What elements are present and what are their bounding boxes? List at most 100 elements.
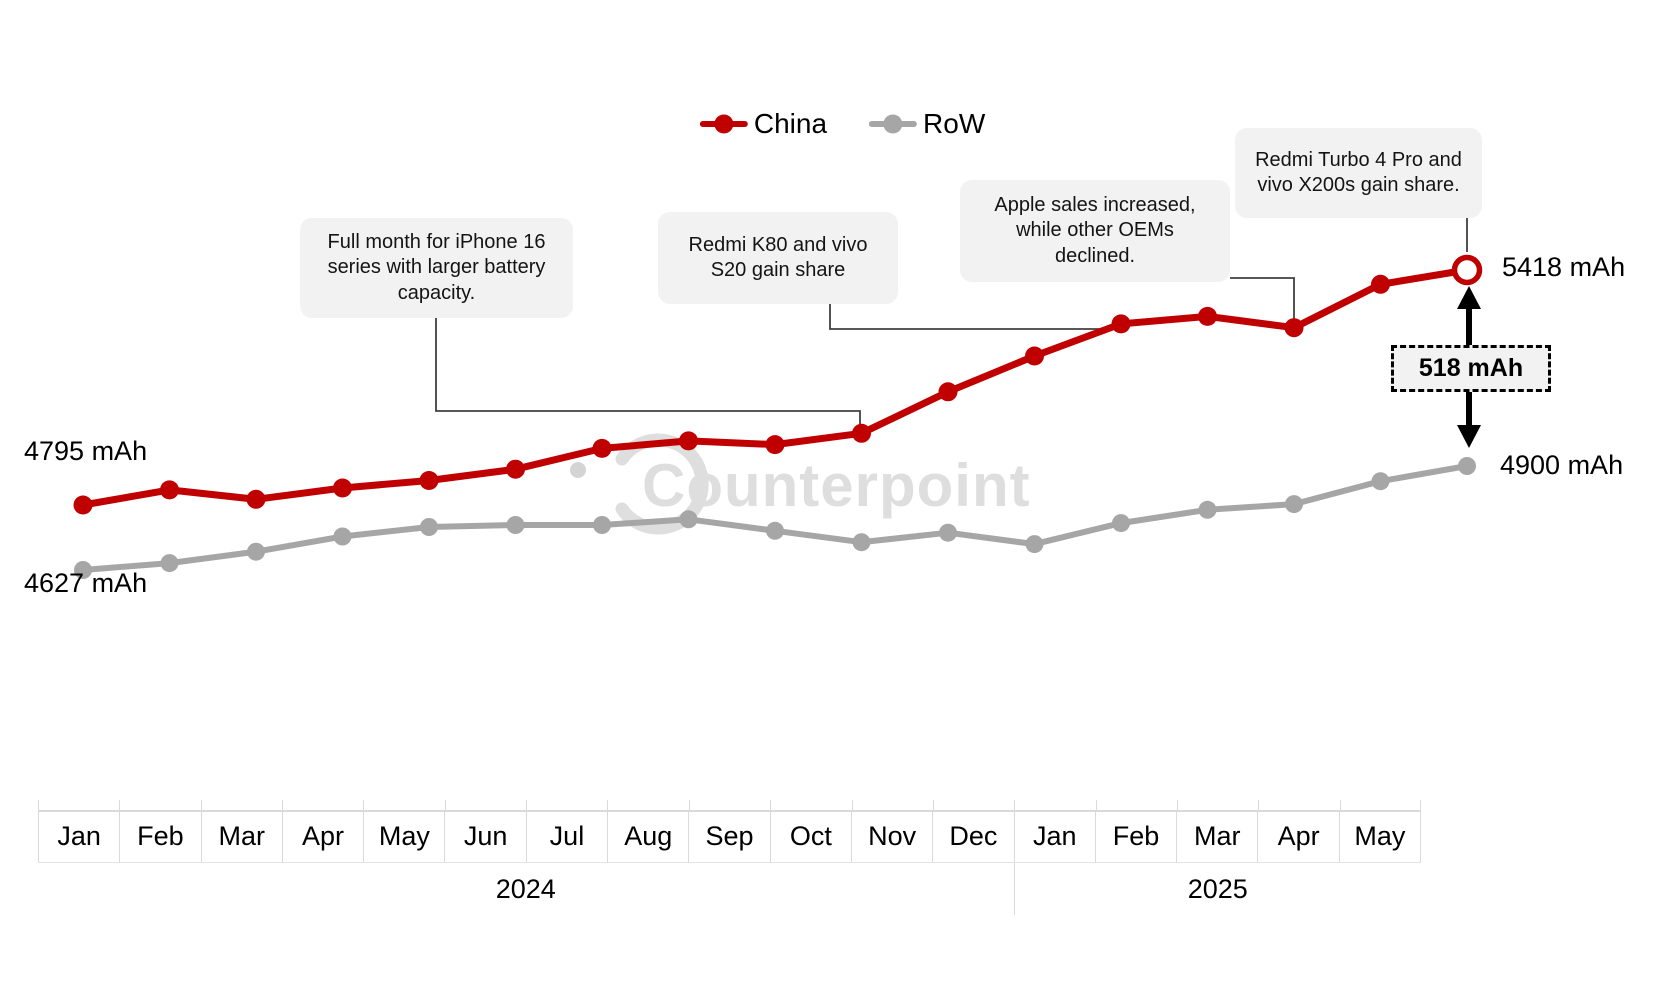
row-data-point bbox=[593, 516, 611, 534]
month-cell: Jul bbox=[527, 810, 609, 862]
counterpoint-logo-dot bbox=[570, 462, 586, 478]
month-cell: Sep bbox=[689, 810, 771, 862]
year-row: 2024 2025 bbox=[38, 863, 1421, 915]
axis-tick bbox=[1420, 800, 1421, 810]
gap-arrow-up-head bbox=[1457, 286, 1481, 309]
axis-tick bbox=[282, 800, 284, 810]
month-cell: Nov bbox=[852, 810, 934, 862]
month-cell: Jan bbox=[39, 810, 121, 862]
row-data-point bbox=[1458, 457, 1476, 475]
row-data-point bbox=[1198, 500, 1217, 519]
month-cell: May bbox=[1340, 810, 1422, 862]
axis-tick bbox=[770, 800, 772, 810]
axis-tick bbox=[1095, 800, 1097, 810]
counterpoint-watermark: Counterpoint bbox=[570, 433, 1031, 535]
china-data-point bbox=[679, 431, 698, 451]
china-data-point bbox=[73, 495, 93, 515]
year-cell: 2024 bbox=[495, 873, 556, 904]
x-axis-table: Jan Feb Mar Apr May Jun Jul Aug Sep Oct Nov Dec Jan F… bbox=[38, 800, 1422, 915]
axis-mid-border bbox=[38, 862, 1421, 863]
axis-tick bbox=[526, 800, 528, 810]
year-cell: 2025 bbox=[1013, 863, 1421, 915]
month-cell: Jun bbox=[445, 810, 527, 862]
axis-tick bbox=[200, 800, 202, 810]
month-cell: Mar bbox=[1177, 810, 1259, 862]
annotation-text-apple: Apple sales increased, while other OEMs … bbox=[994, 193, 1196, 267]
china-data-point bbox=[852, 423, 871, 443]
china-end-value-label: 5418 mAh bbox=[1502, 252, 1626, 282]
china-data-point bbox=[1371, 274, 1390, 294]
row-data-point bbox=[1285, 495, 1303, 514]
china-data-point bbox=[419, 471, 439, 490]
row-start-value-label: 4627 mAh bbox=[24, 568, 148, 598]
china-data-point bbox=[1111, 314, 1131, 334]
china-data-point bbox=[1284, 318, 1304, 338]
annotation-text-iphone: Full month for iPhone 16 series with lar… bbox=[327, 230, 546, 304]
china-data-point bbox=[1025, 346, 1044, 366]
watermark-text: Counterpoint bbox=[642, 452, 1031, 519]
row-line-marker-icon bbox=[869, 114, 918, 134]
annotation-connector-iphone bbox=[435, 318, 861, 427]
china-line-marker-icon bbox=[699, 114, 748, 134]
row-data-point bbox=[420, 518, 438, 536]
month-cell: Apr bbox=[283, 810, 365, 862]
gap-arrows bbox=[1457, 286, 1481, 448]
annotation-text-k80: Redmi K80 and vivo S20 gain share bbox=[688, 233, 868, 281]
china-data-point bbox=[160, 480, 179, 500]
row-data-point bbox=[74, 561, 92, 579]
month-cell: Feb bbox=[120, 810, 202, 862]
china-data-point bbox=[592, 438, 612, 458]
annotation-box-iphone: Full month for iPhone 16 series with lar… bbox=[300, 218, 573, 318]
annotation-text-turbo: Redmi Turbo 4 Pro and vivo X200s gain sh… bbox=[1255, 148, 1462, 196]
row-data-point bbox=[1371, 472, 1390, 491]
china-start-value-label: 4795 mAh bbox=[24, 436, 148, 466]
row-data-point bbox=[247, 542, 265, 561]
axis-tick bbox=[119, 800, 121, 810]
row-data-point bbox=[852, 533, 871, 552]
legend-label-row: RoW bbox=[923, 108, 986, 139]
month-cell: Oct bbox=[771, 810, 852, 862]
month-cell: Feb bbox=[1096, 810, 1178, 862]
row-data-point bbox=[506, 516, 525, 534]
gap-value-box: 518 mAh bbox=[1391, 345, 1551, 392]
axis-tick bbox=[38, 800, 39, 810]
axis-tick bbox=[851, 800, 853, 810]
legend-item-row: RoW bbox=[869, 108, 985, 140]
axis-tick bbox=[688, 800, 690, 810]
row-data-point bbox=[679, 510, 698, 529]
row-end-value-label: 4900 mAh bbox=[1500, 450, 1624, 480]
china-data-point bbox=[506, 459, 525, 479]
annotation-box-apple: Apple sales increased, while other OEMs … bbox=[960, 180, 1230, 282]
axis-tick bbox=[363, 800, 365, 810]
annotation-connector-apple bbox=[1230, 277, 1295, 319]
month-cell: Dec bbox=[933, 810, 1015, 862]
month-cell: May bbox=[364, 810, 446, 862]
month-cell: Jan bbox=[1015, 810, 1096, 862]
annotation-box-turbo: Redmi Turbo 4 Pro and vivo X200s gain sh… bbox=[1235, 128, 1482, 218]
month-cell: Aug bbox=[608, 810, 690, 862]
axis-tick bbox=[932, 800, 934, 810]
legend-label-china: China bbox=[753, 108, 828, 139]
annotation-box-k80: Redmi K80 and vivo S20 gain share bbox=[658, 212, 898, 304]
axis-tick bbox=[1176, 800, 1178, 810]
china-data-point bbox=[246, 489, 266, 509]
gap-arrow-down-head bbox=[1457, 425, 1481, 448]
legend: China RoW bbox=[699, 108, 985, 140]
axis-tick bbox=[1014, 800, 1016, 810]
axis-tick bbox=[607, 800, 609, 810]
series-layer bbox=[73, 254, 1483, 579]
axis-tick bbox=[1258, 800, 1260, 810]
month-cell: Apr bbox=[1258, 810, 1340, 862]
row-data-point bbox=[939, 523, 957, 542]
axis-tick bbox=[444, 800, 446, 810]
month-cell: Mar bbox=[202, 810, 283, 862]
china-data-point bbox=[938, 382, 958, 402]
annotation-connector-k80 bbox=[829, 304, 1112, 330]
china-data-point bbox=[1198, 306, 1217, 326]
china-end-open-marker bbox=[1451, 254, 1483, 286]
legend-item-china: China bbox=[699, 108, 828, 140]
annotation-connectors bbox=[435, 218, 1468, 427]
row-data-point bbox=[160, 554, 179, 573]
